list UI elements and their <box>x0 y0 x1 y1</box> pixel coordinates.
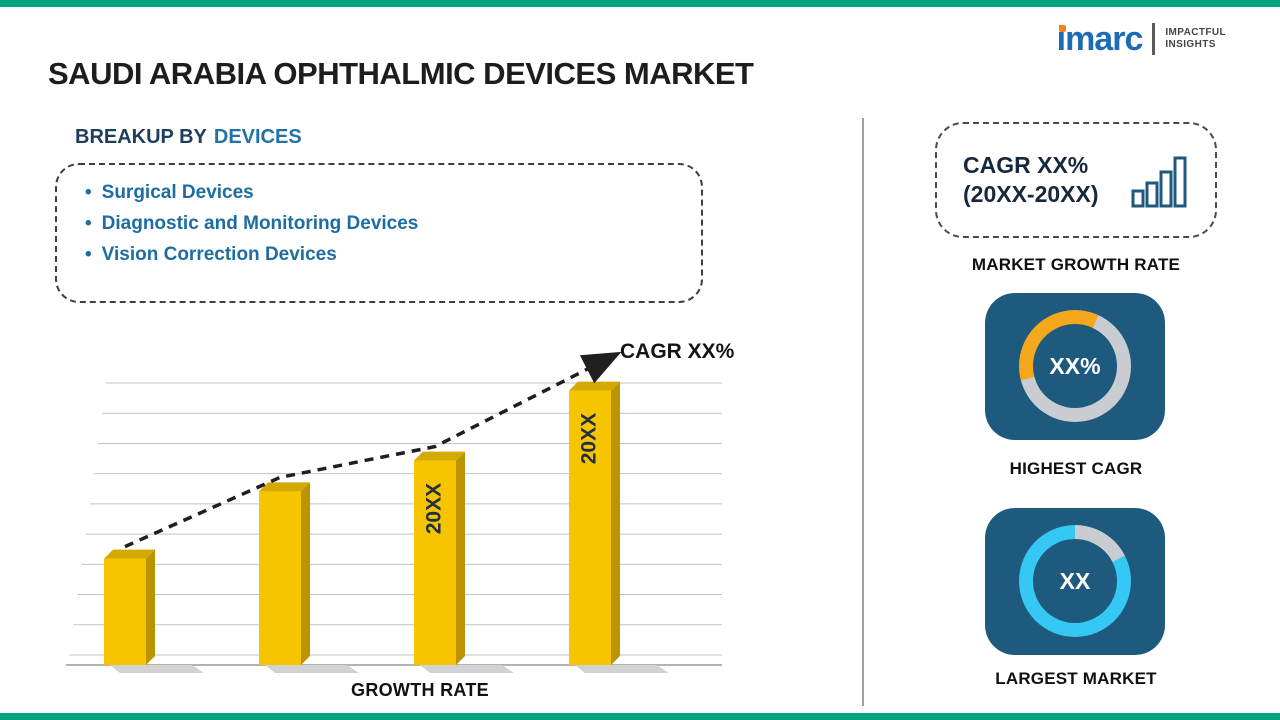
bar-chart-icon <box>1131 156 1187 208</box>
breakup-heading: BREAKUP BY DEVICES <box>75 126 302 149</box>
bar <box>259 491 301 665</box>
largest-market-donut: XX <box>1019 525 1131 637</box>
bar-year-label: 20XX <box>578 413 601 464</box>
panel-divider <box>862 118 864 706</box>
cagr-card: CAGR XX% (20XX-20XX) <box>935 122 1217 238</box>
logo-wordmark: imarc <box>1056 20 1144 58</box>
bar-side-face <box>146 549 155 665</box>
highest-cagr-donut: XX% <box>1019 310 1131 422</box>
bar-top-face <box>104 549 155 559</box>
cagr-card-text: CAGR XX% (20XX-20XX) <box>963 151 1099 209</box>
donut-hole <box>1033 539 1117 623</box>
market-growth-rate-label: MARKET GROWTH RATE <box>971 255 1181 274</box>
logo-tagline-line2: INSIGHTS <box>1165 39 1216 50</box>
highest-cagr-value: XX% <box>1049 352 1101 379</box>
highest-cagr-label: HIGHEST CAGR <box>1009 459 1143 478</box>
breakup-heading-highlight: DEVICES <box>213 126 302 148</box>
growth-rate-axis-label: GROWTH RATE <box>351 680 489 700</box>
bar-chart-canvas: 20XX 20XX <box>66 351 722 673</box>
breakup-heading-prefix: BREAKUP BY <box>75 126 207 148</box>
bar <box>569 390 611 665</box>
bottom-accent-bar <box>0 713 1280 720</box>
logo-brand-text: imarc <box>1056 20 1144 58</box>
device-item: Surgical Devices <box>85 177 673 208</box>
bar-side-face <box>611 381 620 665</box>
donut-hole <box>1033 324 1117 408</box>
growth-bar-chart: 20XX 20XX <box>60 325 740 675</box>
top-accent-bar <box>0 0 1280 7</box>
bar-shadow <box>110 665 204 673</box>
bar-top-face <box>414 451 465 461</box>
device-item: Vision Correction Devices <box>85 239 673 270</box>
cagr-trend-annotation: CAGR XX% <box>620 340 735 363</box>
highest-cagr-tile: XX% <box>985 293 1165 440</box>
bar <box>104 558 146 665</box>
imarc-logo: imarc IMPACTFUL INSIGHTS <box>1057 22 1226 56</box>
largest-market-label: LARGEST MARKET <box>995 669 1157 688</box>
bar-shadow <box>420 665 514 673</box>
bar-shadow <box>265 665 359 673</box>
page-title: SAUDI ARABIA OPHTHALMIC DEVICES MARKET <box>48 56 754 91</box>
bar-shadow <box>575 665 669 673</box>
devices-box: Surgical DevicesDiagnostic and Monitorin… <box>55 163 703 303</box>
devices-list: Surgical DevicesDiagnostic and Monitorin… <box>85 177 673 270</box>
bar <box>414 460 456 665</box>
bar-side-face <box>456 451 465 665</box>
bar-year-label: 20XX <box>423 483 446 534</box>
logo-separator <box>1152 23 1156 55</box>
largest-market-tile: XX <box>985 508 1165 655</box>
cagr-value: CAGR XX% <box>963 152 1089 178</box>
bar-side-face <box>301 482 310 665</box>
device-item: Diagnostic and Monitoring Devices <box>85 208 673 239</box>
bar-top-face <box>569 381 620 391</box>
cagr-period: (20XX-20XX) <box>963 181 1099 207</box>
largest-market-value: XX <box>1059 567 1091 594</box>
trend-arrow <box>124 351 622 549</box>
logo-tagline-line1: IMPACTFUL <box>1165 27 1226 38</box>
logo-tagline: IMPACTFUL INSIGHTS <box>1165 27 1226 51</box>
logo-orange-dot-icon <box>1058 25 1066 32</box>
bar-top-face <box>259 482 310 492</box>
